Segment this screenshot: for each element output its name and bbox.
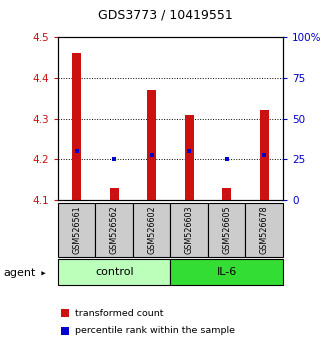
Bar — [208, 203, 246, 257]
Text: GDS3773 / 10419551: GDS3773 / 10419551 — [98, 9, 233, 22]
Text: control: control — [95, 267, 133, 277]
Bar — [61, 309, 69, 317]
Bar — [246, 203, 283, 257]
Bar — [95, 203, 133, 257]
Text: IL-6: IL-6 — [216, 267, 237, 277]
Text: GSM526605: GSM526605 — [222, 205, 231, 254]
Text: GSM526561: GSM526561 — [72, 205, 81, 254]
Bar — [58, 203, 95, 257]
Text: transformed count: transformed count — [75, 309, 164, 318]
Bar — [61, 327, 69, 335]
Bar — [170, 203, 208, 257]
Text: GSM526678: GSM526678 — [260, 205, 269, 254]
Bar — [133, 203, 170, 257]
Bar — [72, 53, 81, 200]
Text: GSM526603: GSM526603 — [185, 205, 194, 254]
Bar — [222, 188, 231, 200]
Text: agent: agent — [3, 268, 36, 278]
Text: GSM526562: GSM526562 — [110, 205, 119, 254]
Bar — [170, 259, 283, 285]
Bar — [147, 90, 156, 200]
Bar — [110, 188, 119, 200]
Bar — [184, 115, 194, 200]
Bar — [58, 259, 170, 285]
Text: percentile rank within the sample: percentile rank within the sample — [75, 326, 235, 336]
Bar — [260, 110, 269, 200]
Polygon shape — [41, 271, 46, 275]
Text: GSM526602: GSM526602 — [147, 205, 156, 254]
